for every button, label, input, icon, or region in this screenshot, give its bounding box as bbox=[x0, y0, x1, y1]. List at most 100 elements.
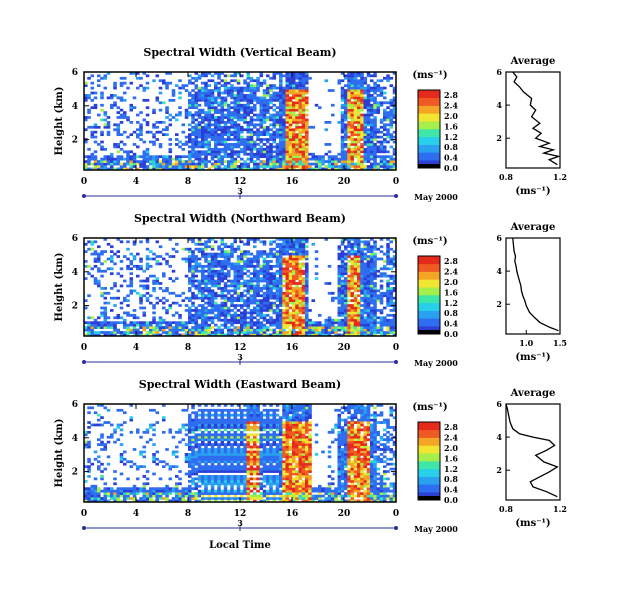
heatmap-cell bbox=[236, 326, 241, 329]
heatmap-cell bbox=[152, 287, 156, 290]
heatmap-cell bbox=[285, 289, 290, 293]
heatmap-cell bbox=[100, 167, 104, 171]
colorbar-segment bbox=[418, 279, 440, 282]
heatmap-cell bbox=[266, 267, 270, 271]
heatmap-cell bbox=[158, 321, 163, 325]
heatmap-cell bbox=[347, 284, 351, 288]
heatmap-cell bbox=[249, 118, 254, 122]
heatmap-cell bbox=[103, 313, 108, 317]
heatmap-cell bbox=[230, 160, 234, 163]
heatmap-cell bbox=[116, 155, 121, 159]
heatmap-cell bbox=[331, 299, 335, 302]
heatmap-cell bbox=[191, 269, 195, 273]
heatmap-cell bbox=[298, 150, 303, 154]
heatmap-cell bbox=[392, 318, 397, 322]
heatmap-cell bbox=[168, 238, 173, 241]
heatmap-cell bbox=[100, 404, 104, 407]
heatmap-cell bbox=[210, 321, 215, 325]
heatmap-cell bbox=[275, 245, 280, 249]
heatmap-cell bbox=[272, 252, 277, 256]
profile-unit: (ms⁻¹) bbox=[515, 352, 550, 363]
heatmap-cell bbox=[275, 150, 280, 154]
heatmap-cell bbox=[103, 443, 108, 446]
heatmap-cell bbox=[285, 155, 290, 159]
heatmap-cell bbox=[363, 264, 368, 268]
heatmap-cell bbox=[301, 269, 306, 273]
heatmap-cell bbox=[386, 284, 390, 288]
heatmap-cell bbox=[227, 74, 231, 78]
heatmap-cell bbox=[379, 157, 384, 161]
heatmap-cell bbox=[269, 255, 273, 258]
heatmap-cell bbox=[305, 269, 309, 273]
heatmap-cell bbox=[353, 311, 358, 315]
heatmap-cell bbox=[223, 165, 228, 168]
colorbar-segment bbox=[418, 142, 440, 145]
heatmap-cell bbox=[340, 328, 345, 332]
heatmap-cell bbox=[311, 299, 316, 302]
heatmap-cell bbox=[305, 284, 309, 288]
heatmap-cell bbox=[197, 316, 202, 320]
heatmap-cell bbox=[217, 165, 221, 168]
heatmap-cell bbox=[266, 333, 270, 337]
heatmap-cell bbox=[145, 257, 150, 261]
heatmap-cell bbox=[201, 252, 205, 256]
heatmap-cell bbox=[149, 160, 153, 163]
heatmap-cell bbox=[366, 140, 371, 144]
heatmap-cell bbox=[132, 492, 137, 495]
heatmap-cell bbox=[256, 287, 260, 290]
heatmap-cell bbox=[337, 157, 342, 161]
heatmap-cell bbox=[249, 123, 254, 127]
heatmap-cell bbox=[123, 450, 127, 454]
heatmap-cell bbox=[230, 245, 234, 249]
heatmap-cell bbox=[373, 108, 377, 112]
heatmap-cell bbox=[373, 135, 377, 139]
heatmap-cell bbox=[233, 316, 238, 320]
heatmap-cell bbox=[129, 487, 134, 491]
heatmap-cell bbox=[366, 160, 371, 163]
heatmap-cell bbox=[171, 291, 176, 295]
heatmap-cell bbox=[217, 123, 221, 127]
heatmap-cell bbox=[87, 162, 91, 166]
heatmap-cell bbox=[308, 152, 312, 156]
heatmap-cell bbox=[142, 455, 147, 459]
heatmap-cell bbox=[139, 323, 143, 327]
heatmap-cell bbox=[334, 318, 338, 322]
heatmap-cell bbox=[119, 98, 124, 102]
heatmap-cell bbox=[100, 475, 104, 478]
heatmap-cell bbox=[236, 116, 241, 119]
heatmap-cell bbox=[360, 94, 364, 97]
heatmap-cell bbox=[383, 264, 387, 268]
heatmap-cell bbox=[262, 147, 267, 151]
heatmap-cell bbox=[279, 94, 283, 97]
heatmap-cell bbox=[386, 111, 390, 114]
heatmap-cell bbox=[266, 284, 270, 288]
heatmap-cell bbox=[292, 313, 296, 317]
heatmap-cell bbox=[360, 118, 364, 122]
heatmap-cell bbox=[259, 294, 264, 298]
heatmap-cell bbox=[214, 328, 218, 332]
heatmap-cell bbox=[357, 155, 361, 159]
heatmap-cell bbox=[366, 98, 371, 102]
heatmap-cell bbox=[84, 277, 88, 280]
heatmap-cell bbox=[305, 301, 309, 305]
heatmap-cell bbox=[230, 294, 234, 298]
heatmap-cell bbox=[149, 250, 153, 253]
heatmap-cell bbox=[240, 326, 244, 329]
heatmap-cell bbox=[100, 440, 104, 444]
heatmap-cell bbox=[214, 152, 218, 156]
heatmap-cell bbox=[363, 152, 368, 156]
heatmap-cell bbox=[230, 309, 234, 312]
heatmap-cell bbox=[240, 313, 244, 317]
heatmap-cell bbox=[230, 296, 234, 300]
heatmap-cell bbox=[243, 282, 247, 285]
heatmap-cell bbox=[366, 269, 371, 273]
heatmap-cell bbox=[132, 328, 137, 332]
heatmap-cell bbox=[207, 279, 212, 283]
heatmap-cell bbox=[301, 111, 306, 114]
heatmap-cell bbox=[292, 167, 296, 171]
heatmap-cell bbox=[360, 257, 364, 261]
heatmap-cell bbox=[129, 291, 134, 295]
heatmap-cell bbox=[373, 91, 377, 95]
heatmap-cell bbox=[340, 160, 345, 163]
heatmap-cell bbox=[197, 76, 202, 80]
